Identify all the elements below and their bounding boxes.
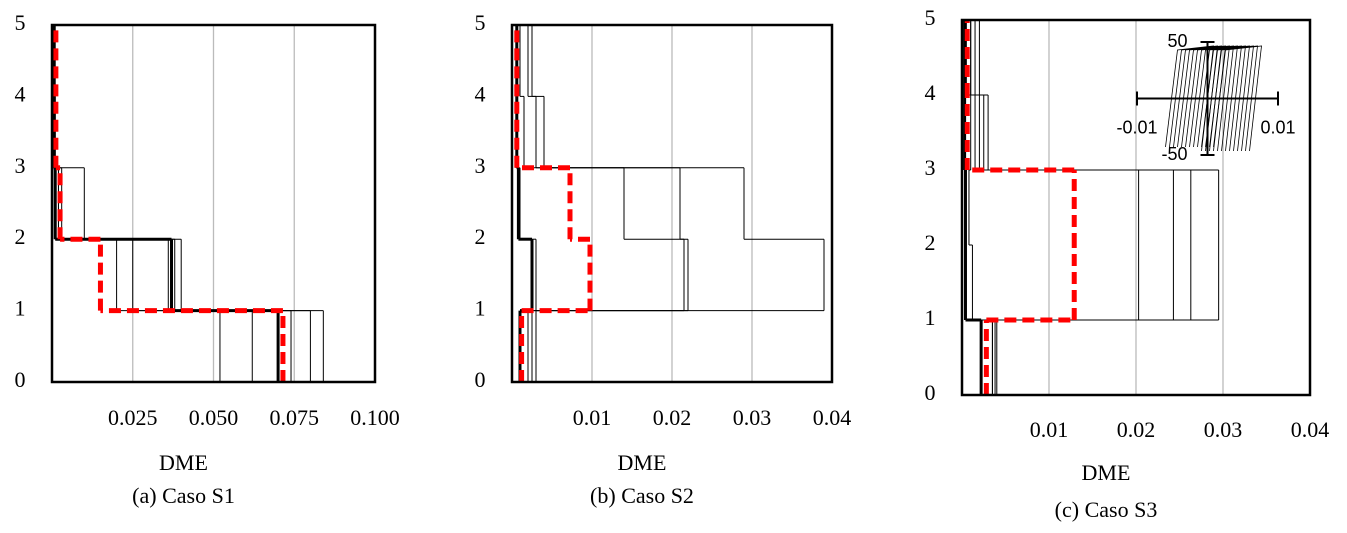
y-tick-label: 2 <box>925 230 936 255</box>
y-tick-label: 4 <box>925 80 936 105</box>
x-tick-label: 0.01 <box>573 405 612 430</box>
y-tick-label: 4 <box>475 81 486 106</box>
x-tick-label: 0.03 <box>733 405 772 430</box>
x-axis-label: DME <box>618 450 667 475</box>
x-tick-label: 0.075 <box>270 405 320 430</box>
x-tick-label: 0.01 <box>1030 417 1069 442</box>
x-tick-label: 0.02 <box>1117 417 1156 442</box>
y-tick-label: 5 <box>925 5 936 30</box>
x-axis-label: DME <box>159 450 208 475</box>
caption: (c) Caso S3 <box>1055 497 1158 522</box>
y-tick-label: 4 <box>15 81 26 106</box>
y-tick-label: 0 <box>925 380 936 405</box>
y-tick-label: 1 <box>15 296 26 321</box>
x-tick-label: 0.04 <box>1291 417 1330 442</box>
plot-frame <box>960 18 1312 397</box>
plot-frame <box>510 23 834 384</box>
y-tick-label: 2 <box>15 224 26 249</box>
y-tick-label: 1 <box>475 296 486 321</box>
y-tick-label: 1 <box>925 305 936 330</box>
caption: (a) Caso S1 <box>132 483 235 508</box>
y-tick-label: 0 <box>15 367 26 392</box>
y-tick-label: 5 <box>15 10 26 35</box>
y-tick-label: 2 <box>475 224 486 249</box>
x-tick-label: 0.02 <box>653 405 692 430</box>
x-tick-label: 0.050 <box>189 405 239 430</box>
x-tick-label: 0.04 <box>813 405 852 430</box>
y-tick-label: 5 <box>475 10 486 35</box>
inset-y-tick-label: 50 <box>1167 31 1187 51</box>
inset-x-tick-label: -0.01 <box>1116 117 1157 137</box>
x-tick-label: 0.03 <box>1204 417 1243 442</box>
inset-x-tick-label: 0.01 <box>1260 117 1295 137</box>
caption: (b) Caso S2 <box>590 483 694 508</box>
x-axis-label: DME <box>1082 460 1131 485</box>
inset-y-tick-label: -50 <box>1161 144 1187 164</box>
y-tick-label: 0 <box>475 367 486 392</box>
y-tick-label: 3 <box>15 153 26 178</box>
y-tick-label: 3 <box>925 155 936 180</box>
plot-frame <box>50 23 377 384</box>
x-tick-label: 0.100 <box>350 405 400 430</box>
x-tick-label: 0.025 <box>108 405 158 430</box>
y-tick-label: 3 <box>475 153 486 178</box>
